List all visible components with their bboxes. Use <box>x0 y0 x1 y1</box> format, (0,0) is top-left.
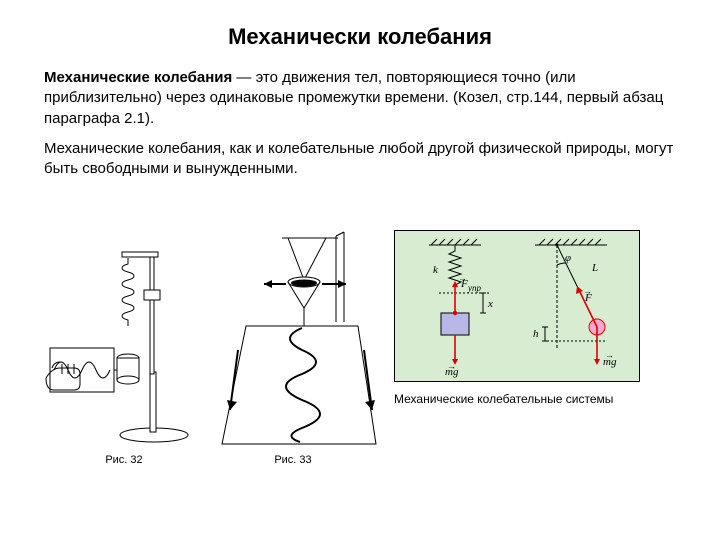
definition-term: Механические колебания <box>44 69 232 86</box>
label-h: h <box>533 328 539 340</box>
figure-systems: k F → упр x mg → <box>394 230 664 466</box>
label-F-sub: упр <box>467 283 481 293</box>
label-k: k <box>433 264 439 276</box>
paragraph-2: Механические колебания, как и колебатель… <box>44 139 676 180</box>
figure-33: Рис. 33 <box>208 230 378 466</box>
systems-diagram-box: k F → упр x mg → <box>394 230 640 382</box>
figures-row: Рис. 32 <box>44 230 676 466</box>
label-phi: φ <box>565 252 571 264</box>
systems-caption: Механические колебательные системы <box>394 392 664 407</box>
systems-diagram: k F → упр x mg → <box>395 231 639 381</box>
figure-33-drawing <box>208 230 378 450</box>
label-mg-left-arrow: → <box>447 361 456 371</box>
label-L: L <box>591 262 598 274</box>
label-mg-right-arrow: → <box>605 350 614 360</box>
definition-paragraph: Механические колебания — это движения те… <box>44 68 676 129</box>
page-title: Механически колебания <box>44 24 676 50</box>
figure-33-caption: Рис. 33 <box>208 454 378 466</box>
slide: Механически колебания Механические колеб… <box>0 0 720 540</box>
label-F-tension-arrow: → <box>583 286 592 296</box>
label-x: x <box>487 298 493 310</box>
figure-32: Рис. 32 <box>44 230 204 466</box>
figure-32-caption: Рис. 32 <box>44 454 204 466</box>
figure-32-drawing <box>44 230 204 450</box>
label-F-arrow: → <box>458 273 467 283</box>
